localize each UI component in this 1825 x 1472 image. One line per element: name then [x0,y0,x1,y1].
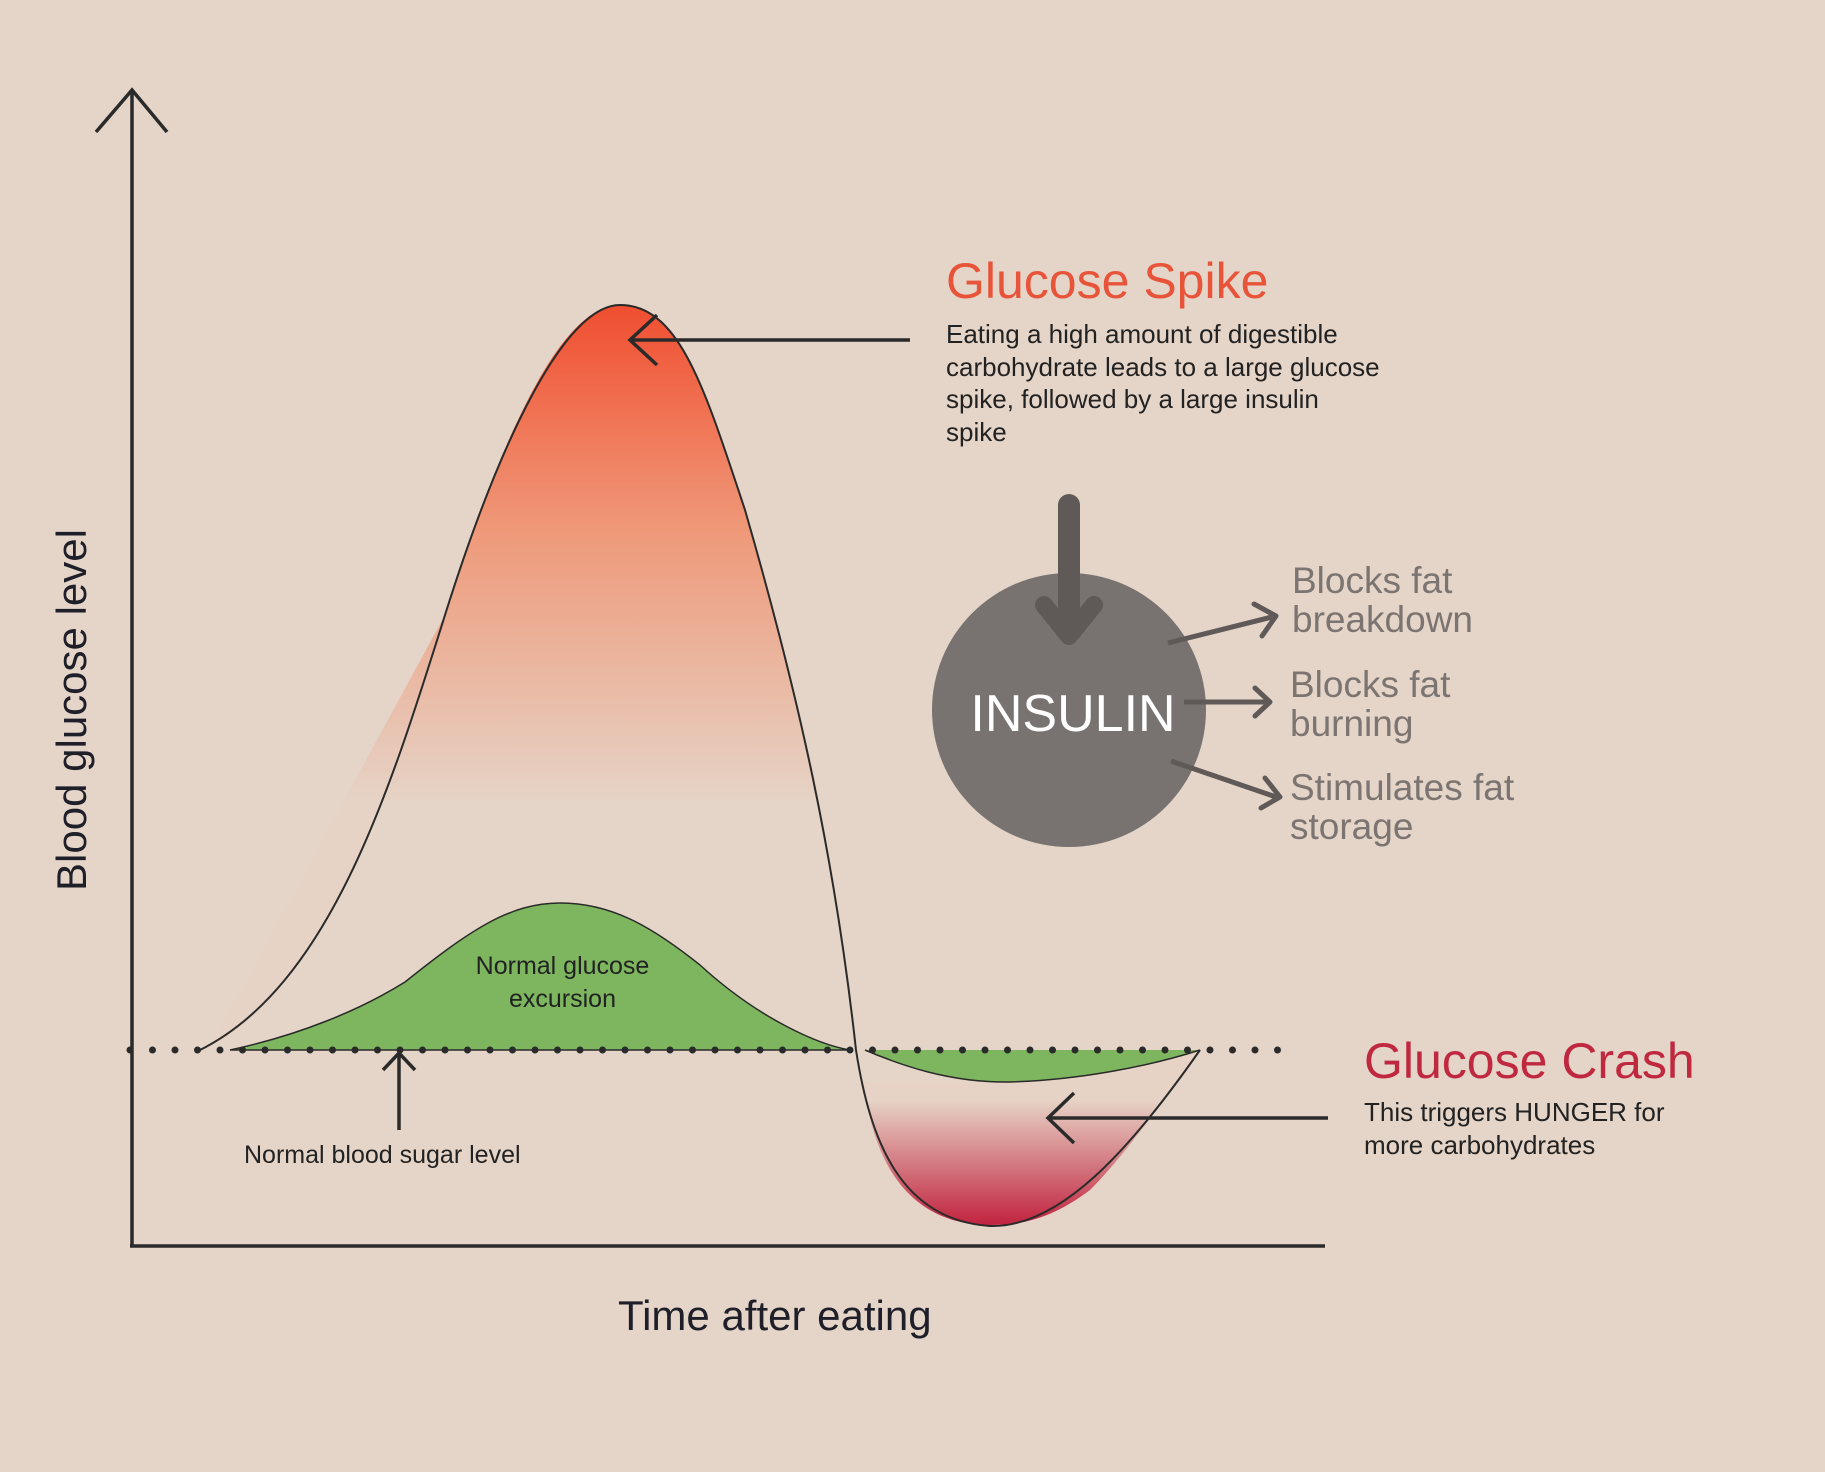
crash-pointer-head [1045,1091,1076,1145]
normal-excursion-label: Normal glucose excursion [475,952,650,1013]
y-axis-arrowhead [94,87,169,134]
glucose-spike-title: Glucose Spike [946,253,1269,309]
insulin-effect-blocks-fat-breakdown: Blocks fat breakdown [1292,560,1474,640]
effect-arrow-2-head [1258,775,1283,811]
crash-green-strip [865,1050,1200,1083]
baseline-pointer-head [381,1050,417,1072]
normal-baseline-label: Normal blood sugar level [244,1141,521,1169]
effect-arrow-0-shaft [1167,614,1273,646]
glucose-crash-description: This triggers HUNGER for more carbohydra… [1364,1097,1665,1160]
spike-pointer-head [627,313,659,367]
y-axis-label: Blood glucose level [47,529,95,891]
glucose-spike-curve [199,303,1201,1228]
effect-arrow-0-head [1251,601,1279,639]
glucose-crash-title: Glucose Crash [1364,1033,1695,1089]
crash-strip-edge [864,1049,1201,1083]
x-axis-label: Time after eating [618,1292,932,1339]
insulin-effect-stimulates-fat-storage: Stimulates fat storage [1290,767,1515,847]
insulin-circle [932,573,1206,847]
glucose-spike-fill [208,305,820,1050]
insulin-effect-blocks-fat-burning: Blocks fat burning [1290,664,1451,744]
glucose-spike-description: Eating a high amount of digestible carbo… [946,319,1380,447]
effect-arrow-2-shaft [1170,758,1277,800]
normal-excursion-area [229,902,851,1051]
insulin-label: INSULIN [970,685,1176,743]
insulin-down-arrow-head [1035,596,1103,645]
effect-arrow-1-head [1252,685,1273,719]
glucose-crash-fill [864,1050,1200,1225]
